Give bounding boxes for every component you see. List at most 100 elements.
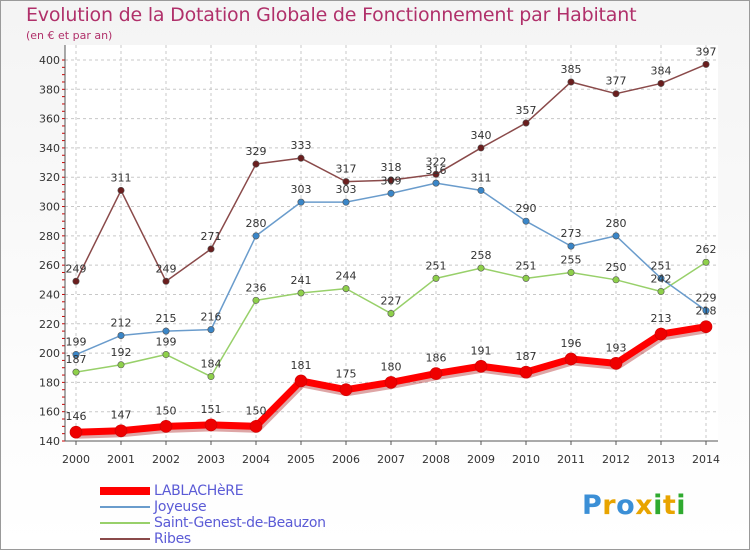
data-label-ribes: 333: [291, 139, 312, 152]
data-label-saint-genest-de-beauzon: 187: [66, 353, 87, 366]
data-point-ribes: [612, 90, 620, 98]
data-point-saint-genest-de-beauzon: [477, 264, 485, 272]
data-point-saint-genest-de-beauzon: [612, 276, 620, 284]
data-label-ribes: 385: [561, 63, 582, 76]
data-label-lablach-re: 196: [561, 337, 582, 350]
data-label-joyeuse: 216: [201, 311, 222, 324]
data-label-ribes: 340: [471, 129, 492, 142]
data-label-lablach-re: 151: [201, 403, 222, 416]
data-label-saint-genest-de-beauzon: 255: [561, 253, 582, 266]
data-point-ribes: [387, 176, 395, 184]
data-point-joyeuse: [297, 198, 305, 206]
x-tick-label: 2002: [152, 453, 180, 466]
x-tick-label: 2000: [62, 453, 90, 466]
y-tick-label: 240: [39, 288, 60, 301]
data-label-lablach-re: 213: [651, 312, 672, 325]
data-point-lablach-re: [204, 418, 218, 432]
data-point-joyeuse: [117, 331, 125, 339]
y-tick-label: 160: [39, 406, 60, 419]
x-tick-label: 2004: [242, 453, 270, 466]
data-label-ribes: 318: [381, 161, 402, 174]
data-point-ribes: [702, 60, 710, 68]
data-label-saint-genest-de-beauzon: 242: [651, 273, 672, 286]
data-point-lablach-re: [159, 420, 173, 433]
data-label-saint-genest-de-beauzon: 250: [606, 261, 627, 274]
data-point-joyeuse: [342, 198, 350, 206]
data-label-ribes: 271: [201, 230, 222, 243]
data-label-ribes: 322: [426, 155, 447, 168]
data-point-lablach-re: [294, 374, 308, 388]
data-label-lablach-re: 191: [471, 344, 492, 357]
x-tick-label: 2005: [287, 453, 315, 466]
data-point-joyeuse: [657, 274, 665, 282]
data-label-joyeuse: 212: [111, 316, 132, 329]
logo-letter: i: [676, 490, 687, 521]
data-label-lablach-re: 187: [516, 350, 537, 363]
data-label-lablach-re: 147: [111, 409, 132, 422]
data-label-ribes: 317: [336, 163, 357, 176]
data-label-joyeuse: 273: [561, 227, 582, 240]
legend-swatch-joyeuse: [100, 506, 150, 508]
data-label-saint-genest-de-beauzon: 192: [111, 346, 132, 359]
y-tick-label: 140: [39, 435, 60, 448]
data-point-ribes: [567, 78, 575, 86]
data-label-saint-genest-de-beauzon: 251: [516, 259, 537, 272]
data-point-saint-genest-de-beauzon: [657, 288, 665, 296]
data-point-saint-genest-de-beauzon: [702, 258, 710, 266]
y-tick-label: 300: [39, 201, 60, 214]
data-point-joyeuse: [612, 232, 620, 240]
data-point-joyeuse: [477, 186, 485, 194]
logo-letter: r: [602, 490, 617, 521]
data-label-joyeuse: 280: [246, 217, 267, 230]
data-point-joyeuse: [432, 179, 440, 187]
data-label-joyeuse: 251: [651, 259, 672, 272]
data-point-saint-genest-de-beauzon: [72, 368, 80, 376]
proxiti-logo: Proxiti: [582, 490, 686, 521]
data-label-ribes: 329: [246, 145, 267, 158]
data-point-joyeuse: [207, 326, 215, 334]
data-label-saint-genest-de-beauzon: 241: [291, 274, 312, 287]
legend-swatch-ribes: [100, 538, 150, 540]
data-label-joyeuse: 280: [606, 217, 627, 230]
legend-label-joyeuse: Joyeuse: [154, 499, 207, 515]
data-label-ribes: 249: [66, 262, 87, 275]
data-point-lablach-re: [114, 424, 128, 438]
data-point-saint-genest-de-beauzon: [342, 285, 350, 293]
data-label-lablach-re: 193: [606, 341, 627, 354]
x-tick-label: 2013: [647, 453, 675, 466]
data-point-joyeuse: [72, 351, 80, 359]
logo-letter: x: [635, 490, 654, 521]
data-point-lablach-re: [474, 359, 488, 373]
data-label-lablach-re: 186: [426, 352, 447, 365]
data-label-joyeuse: 311: [471, 171, 492, 184]
legend-swatch-lablach-re: [100, 487, 150, 495]
logo-letter: t: [662, 490, 677, 521]
data-label-saint-genest-de-beauzon: 251: [426, 259, 447, 272]
y-tick-label: 280: [39, 230, 60, 243]
data-point-saint-genest-de-beauzon: [207, 373, 215, 381]
data-point-lablach-re: [429, 367, 443, 380]
x-tick-label: 2008: [422, 453, 450, 466]
data-point-saint-genest-de-beauzon: [117, 361, 125, 369]
data-point-ribes: [252, 160, 260, 168]
legend-swatch-saint-genest-de-beauzon: [100, 522, 150, 524]
data-label-lablach-re: 181: [291, 359, 312, 372]
x-tick-label: 2003: [197, 453, 225, 466]
data-point-lablach-re: [249, 420, 263, 433]
data-point-lablach-re: [654, 327, 668, 341]
data-label-joyeuse: 303: [291, 183, 312, 196]
data-label-lablach-re: 150: [156, 404, 177, 417]
data-point-ribes: [162, 277, 170, 285]
data-label-saint-genest-de-beauzon: 184: [201, 358, 222, 371]
data-label-lablach-re: 218: [696, 305, 717, 318]
y-tick-label: 380: [39, 83, 60, 96]
data-point-lablach-re: [339, 383, 353, 397]
data-label-ribes: 384: [651, 64, 672, 77]
data-label-ribes: 357: [516, 104, 537, 117]
data-point-joyeuse: [522, 217, 530, 225]
data-point-joyeuse: [567, 242, 575, 250]
data-point-lablach-re: [519, 365, 533, 379]
legend-label-ribes: Ribes: [154, 531, 191, 547]
data-label-ribes: 311: [111, 171, 132, 184]
data-label-joyeuse: 215: [156, 312, 177, 325]
